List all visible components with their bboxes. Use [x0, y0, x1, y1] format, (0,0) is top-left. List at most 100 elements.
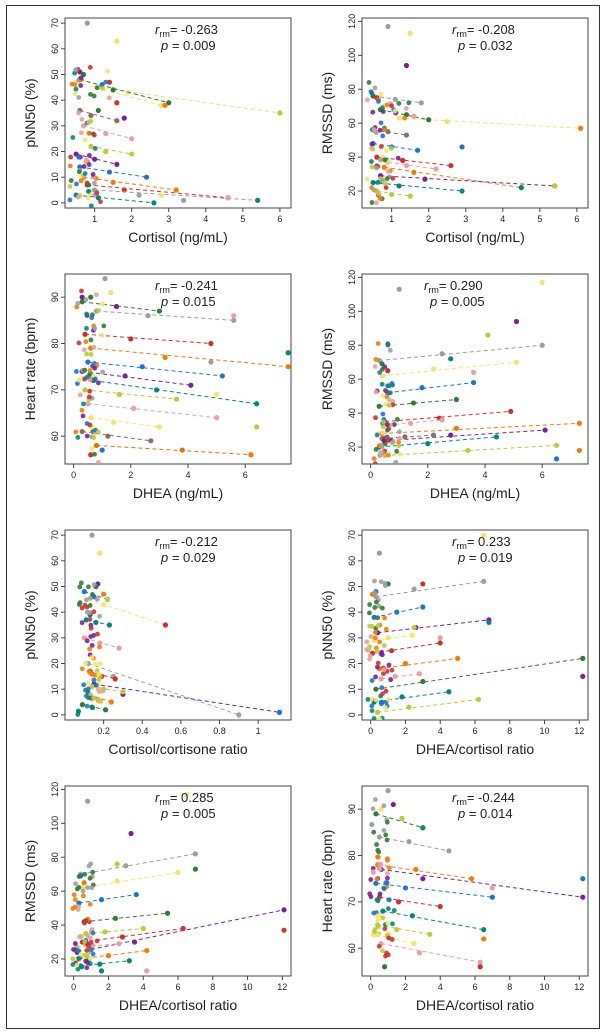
- y-tick-label: 80: [347, 84, 357, 94]
- data-point: [101, 591, 107, 597]
- data-point: [392, 673, 398, 679]
- p-value-annotation: p = 0.015: [160, 294, 216, 309]
- data-point: [365, 696, 371, 702]
- data-point: [376, 834, 382, 840]
- y-axis-label: pNN50 (%): [319, 590, 335, 659]
- subject-regression-line: [96, 444, 251, 456]
- data-point: [411, 169, 417, 175]
- data-point: [553, 442, 560, 448]
- data-point: [385, 342, 391, 348]
- data-point: [378, 676, 384, 682]
- data-point: [208, 340, 214, 347]
- data-point: [367, 610, 372, 616]
- y-tick-label: 30: [347, 633, 357, 643]
- y-tick-label: 50: [50, 69, 60, 79]
- x-tick-label: 4: [141, 982, 146, 992]
- x-tick-label: 0: [368, 470, 373, 480]
- x-tick-label: 2: [403, 982, 408, 992]
- data-point: [402, 660, 409, 667]
- data-point: [577, 125, 584, 131]
- data-point: [78, 75, 84, 81]
- data-point: [129, 136, 135, 142]
- data-point: [373, 389, 379, 395]
- data-point: [281, 907, 287, 913]
- data-point: [377, 891, 383, 897]
- data-point: [411, 113, 417, 119]
- y-tick-label: 10: [50, 172, 60, 182]
- subject-regression-line: [372, 642, 441, 654]
- data-point: [80, 123, 87, 129]
- x-axis-label: DHEA/cortisol ratio: [416, 741, 534, 757]
- data-point: [131, 405, 137, 411]
- y-axis-label: Heart rate (bpm): [319, 830, 335, 933]
- data-point: [394, 416, 400, 422]
- subject-regression-line: [76, 194, 154, 204]
- data-point: [580, 876, 586, 882]
- data-point: [468, 876, 475, 882]
- data-point: [114, 161, 120, 167]
- data-point: [380, 908, 386, 914]
- data-point: [370, 179, 376, 186]
- data-point: [89, 927, 95, 932]
- x-tick-label: 4: [203, 214, 208, 224]
- data-point: [81, 880, 87, 886]
- data-point: [364, 176, 370, 182]
- data-point: [374, 876, 380, 882]
- y-tick-label: 20: [347, 659, 357, 669]
- data-point: [413, 866, 419, 873]
- data-point: [121, 115, 127, 121]
- data-point: [446, 848, 452, 854]
- data-point: [380, 605, 385, 611]
- data-point: [93, 619, 99, 626]
- data-point: [374, 897, 380, 903]
- x-tick-label: 8: [507, 726, 512, 736]
- subject-regression-line: [381, 422, 580, 434]
- plot-frame: [64, 273, 292, 465]
- data-point: [82, 137, 88, 143]
- data-point: [110, 87, 116, 93]
- data-point: [81, 401, 86, 407]
- data-point: [90, 930, 96, 936]
- data-point: [80, 893, 86, 899]
- plot-area: [73, 276, 291, 464]
- data-point: [92, 365, 98, 371]
- data-point: [377, 450, 383, 455]
- data-point: [444, 118, 450, 125]
- subject-regression-line: [91, 686, 124, 693]
- subject-regression-line: [98, 86, 280, 114]
- data-point: [97, 961, 103, 967]
- data-point: [371, 456, 377, 462]
- data-point: [75, 300, 81, 306]
- data-point: [192, 866, 198, 872]
- data-point: [83, 297, 89, 302]
- data-point: [76, 948, 82, 954]
- subject-regression-line: [85, 928, 144, 935]
- subject-regression-line: [379, 436, 497, 448]
- data-point: [108, 699, 114, 705]
- subject-regression-line: [88, 598, 166, 626]
- data-point: [83, 339, 89, 345]
- x-tick-label: 2: [426, 214, 431, 224]
- data-point: [92, 661, 98, 667]
- y-tick-label: 20: [347, 186, 357, 196]
- data-point: [104, 596, 111, 602]
- data-point: [98, 968, 105, 974]
- data-point: [84, 351, 90, 357]
- data-point: [381, 127, 387, 132]
- data-point: [542, 427, 548, 433]
- y-tick-label: 60: [347, 943, 357, 953]
- y-tick-label: 60: [347, 556, 357, 566]
- data-point: [87, 603, 93, 608]
- data-point: [67, 183, 73, 189]
- data-point: [477, 959, 483, 965]
- data-point: [382, 180, 388, 186]
- x-axis-label: Cortisol/cortisone ratio: [108, 741, 247, 757]
- data-point: [373, 722, 378, 727]
- data-point: [101, 323, 107, 329]
- data-point: [91, 582, 97, 588]
- y-tick-label: 120: [347, 14, 357, 29]
- data-point: [68, 178, 74, 183]
- data-point: [78, 178, 84, 184]
- data-point: [386, 159, 391, 164]
- data-point: [395, 155, 401, 161]
